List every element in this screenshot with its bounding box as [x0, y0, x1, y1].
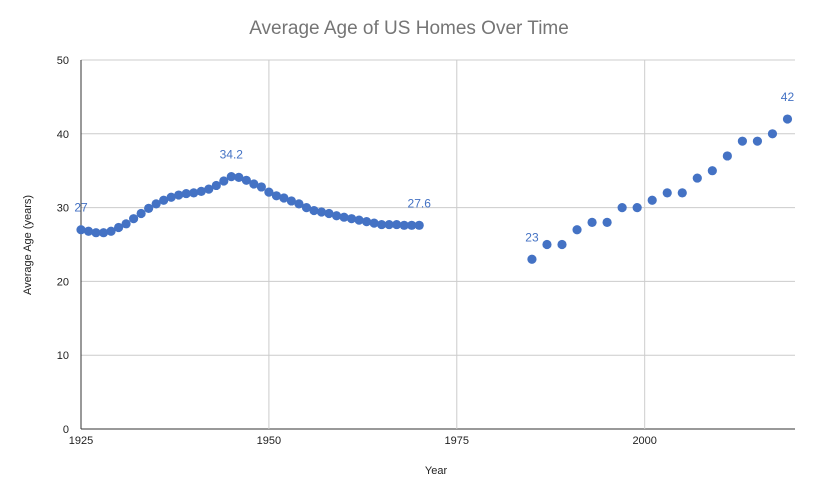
data-point: [91, 228, 101, 238]
y-tick-label: 20: [57, 276, 69, 288]
data-point: [392, 219, 402, 230]
data-point: [136, 208, 146, 219]
grid-lines: [80, 59, 795, 430]
data-point: [542, 239, 552, 250]
data-point: [159, 195, 169, 205]
data-point: [354, 215, 364, 225]
data-label: 27.6: [408, 196, 432, 210]
data-point: [151, 199, 161, 209]
data-point: [144, 203, 154, 213]
data-point: [234, 172, 244, 182]
data-point: [189, 188, 199, 198]
data-point: [662, 188, 672, 198]
data-point: [617, 203, 627, 213]
data-point: [219, 176, 229, 186]
data-label: 34.2: [220, 148, 244, 162]
x-tick-label: 1925: [69, 435, 93, 447]
y-tick-label: 50: [57, 55, 69, 67]
data-point: [527, 254, 537, 264]
data-point: [226, 172, 236, 182]
data-point: [166, 192, 176, 202]
data-point: [752, 136, 763, 146]
data-point: [316, 207, 327, 217]
data-point: [632, 203, 642, 213]
data-point: [346, 214, 357, 224]
data-point: [414, 220, 424, 230]
data-point: [692, 173, 702, 183]
data-point: [174, 190, 184, 200]
data-point: [76, 225, 86, 235]
data-point: [301, 203, 312, 213]
data-point: [677, 188, 687, 198]
data-point: [204, 184, 214, 194]
data-point: [362, 217, 372, 227]
data-point: [294, 199, 304, 209]
axis-tick-labels: 0 10 20 30 40 50 1925 1950 1975 2000: [57, 55, 657, 447]
data-point: [722, 151, 732, 161]
data-point: [767, 129, 778, 139]
data-point: [407, 220, 417, 230]
data-point: [241, 175, 251, 185]
chart-title: Average Age of US Homes Over Time: [249, 18, 569, 39]
data-point: [211, 180, 221, 191]
data-points: [76, 114, 793, 264]
data-point: [602, 217, 612, 227]
data-label: 42: [781, 90, 795, 104]
y-tick-label: 10: [57, 350, 69, 362]
data-point: [377, 219, 387, 230]
x-tick-label: 1950: [257, 435, 281, 447]
data-point: [129, 214, 139, 224]
data-point: [286, 196, 297, 206]
data-point: [113, 222, 124, 233]
data-point: [782, 114, 793, 124]
data-point: [279, 193, 289, 203]
data-point: [83, 226, 94, 236]
y-tick-label: 0: [63, 424, 69, 436]
data-point: [256, 182, 266, 192]
x-axis-label: Year: [425, 465, 448, 477]
data-point: [106, 226, 116, 236]
data-point: [98, 228, 109, 238]
data-point: [384, 219, 394, 230]
data-point: [647, 195, 657, 205]
data-point: [309, 205, 319, 216]
data-point: [339, 212, 349, 222]
y-axis-label: Average Age (years): [22, 195, 34, 295]
data-point: [181, 188, 191, 199]
data-point: [331, 211, 342, 221]
data-point: [737, 136, 747, 146]
data-point: [271, 191, 282, 201]
data-label: 27: [74, 201, 88, 215]
data-point: [707, 166, 717, 176]
data-point: [121, 219, 131, 229]
data-label: 23: [525, 230, 539, 244]
data-point: [196, 186, 206, 196]
data-point: [399, 220, 409, 230]
data-point: [572, 225, 582, 235]
data-point: [324, 208, 334, 219]
data-point: [249, 179, 259, 189]
data-point: [264, 187, 274, 197]
data-point: [587, 217, 597, 227]
data-labels: 27 34.2 27.6 23 42: [74, 90, 794, 244]
data-point: [369, 218, 379, 228]
data-point: [557, 239, 567, 250]
y-tick-label: 40: [57, 129, 69, 141]
x-tick-label: 2000: [632, 435, 656, 447]
x-tick-label: 1975: [445, 435, 469, 447]
y-tick-label: 30: [57, 203, 69, 215]
